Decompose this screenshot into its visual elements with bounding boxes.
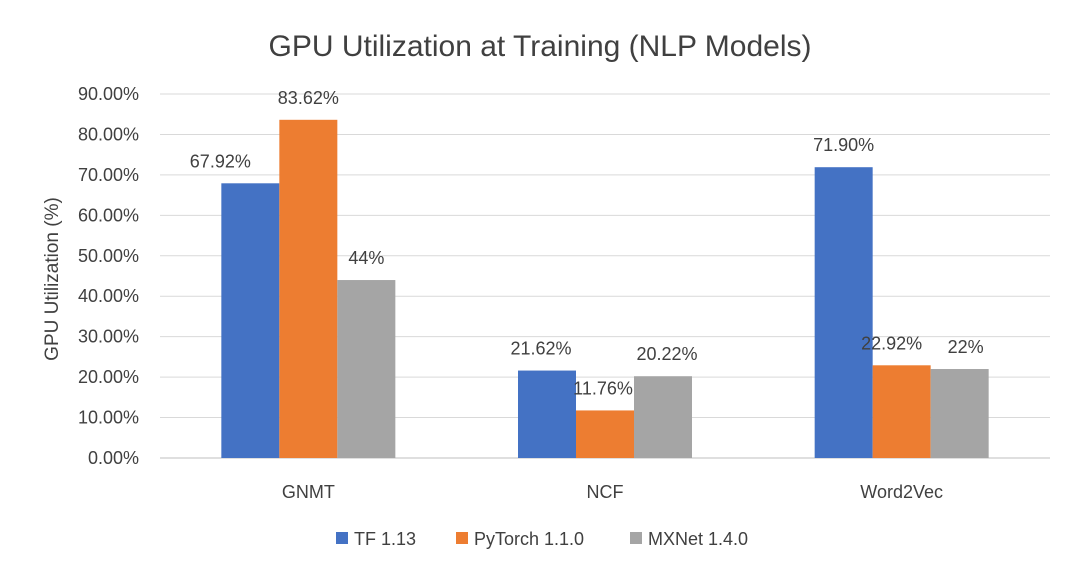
y-tick-label: 40.00% <box>78 286 139 306</box>
y-tick-label: 0.00% <box>88 448 139 468</box>
y-tick-label: 70.00% <box>78 165 139 185</box>
legend-label: MXNet 1.4.0 <box>648 529 748 549</box>
data-label: 22.92% <box>861 333 922 353</box>
data-label: 83.62% <box>278 88 339 108</box>
data-label: 11.76% <box>573 378 633 398</box>
data-label: 21.62% <box>510 339 571 359</box>
bar-gnmt-series-2 <box>279 119 338 458</box>
y-tick-label: 20.00% <box>78 367 139 387</box>
legend-swatch <box>630 532 642 544</box>
bar-gnmt-series-1 <box>221 183 280 458</box>
y-tick-label: 80.00% <box>78 124 139 144</box>
legend-swatch <box>336 532 348 544</box>
legend: TF 1.13 PyTorch 1.1.0 MXNet 1.4.0 <box>336 529 748 549</box>
data-labels: 67.92% 83.62% 44% 21.62%11.76%20.22% 71.90% 2… <box>190 88 984 399</box>
legend-label: TF 1.13 <box>354 529 416 549</box>
y-tick-label: 50.00% <box>78 246 139 266</box>
x-tick-labels: GNMT NCF Word2Vec <box>282 482 943 502</box>
y-tick-labels: 0.00% 10.00% 20.00% 30.00% 40.00% 50.00% 60.00… <box>78 84 139 468</box>
x-tick-label: Word2Vec <box>860 482 943 502</box>
y-tick-label: 90.00% <box>78 84 139 104</box>
data-label: 20.22% <box>636 344 697 364</box>
data-label: 67.92% <box>190 151 251 171</box>
data-label: 22% <box>948 337 984 357</box>
data-label: 44% <box>348 248 384 268</box>
x-tick-label: NCF <box>587 482 624 502</box>
chart-title: GPU Utilization at Training (NLP Models) <box>269 30 812 63</box>
y-tick-label: 60.00% <box>78 205 139 225</box>
bar-word2vec-series-3 <box>930 369 989 458</box>
y-axis-label: GPU Utilization (%) <box>42 197 63 361</box>
bars <box>221 119 989 458</box>
bar-word2vec-series-1 <box>814 167 873 458</box>
bar-ncf-series-2 <box>576 410 634 458</box>
data-label: 71.90% <box>813 135 874 155</box>
x-tick-label: GNMT <box>282 482 335 502</box>
bar-gnmt-series-3 <box>337 280 396 458</box>
y-tick-label: 10.00% <box>78 408 139 428</box>
legend-label: PyTorch 1.1.0 <box>474 529 584 549</box>
bar-ncf-series-3 <box>634 376 692 458</box>
bar-ncf-series-1 <box>518 370 576 458</box>
bar-word2vec-series-2 <box>872 365 931 458</box>
y-tick-label: 30.00% <box>78 327 139 347</box>
legend-swatch <box>456 532 468 544</box>
